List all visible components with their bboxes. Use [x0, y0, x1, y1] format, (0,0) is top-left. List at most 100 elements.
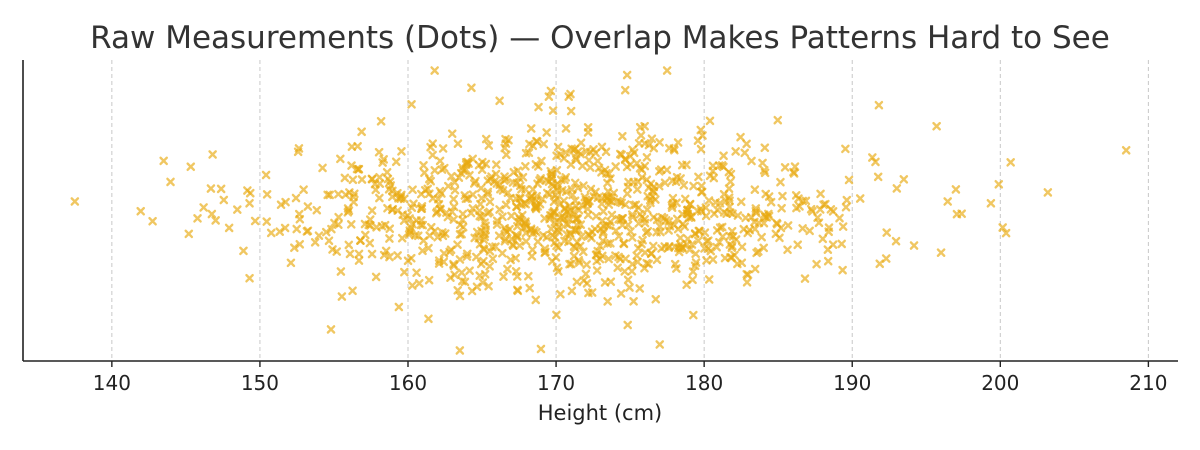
- data-point: [664, 242, 674, 251]
- data-point: [347, 161, 356, 170]
- data-point: [604, 254, 613, 264]
- data-point: [727, 253, 736, 262]
- data-point: [348, 286, 357, 296]
- data-point: [899, 175, 909, 184]
- data-point: [566, 160, 576, 169]
- data-point: [461, 158, 471, 167]
- data-point: [461, 194, 471, 204]
- data-point: [434, 259, 444, 268]
- data-point: [479, 235, 488, 244]
- data-point: [629, 177, 638, 187]
- data-point: [871, 157, 880, 167]
- data-point: [495, 180, 505, 189]
- data-point: [424, 275, 434, 285]
- data-point: [614, 214, 623, 224]
- data-point: [323, 190, 332, 200]
- data-point: [620, 267, 629, 276]
- data-point: [986, 198, 996, 208]
- data-point: [199, 203, 208, 212]
- data-point: [408, 281, 417, 290]
- data-point: [541, 247, 550, 257]
- data-point: [548, 231, 557, 240]
- data-point: [485, 246, 495, 256]
- data-point: [705, 116, 715, 126]
- data-point: [709, 173, 719, 183]
- data-point: [449, 194, 458, 204]
- data-point: [783, 245, 792, 255]
- data-point: [626, 227, 635, 236]
- data-point: [468, 204, 478, 213]
- data-point: [458, 209, 468, 219]
- data-point: [383, 203, 392, 213]
- data-point: [504, 135, 513, 145]
- data-point: [728, 232, 738, 241]
- data-point: [812, 259, 821, 269]
- data-point: [628, 259, 637, 269]
- data-point: [393, 251, 402, 260]
- data-point: [70, 197, 80, 206]
- data-point: [649, 182, 659, 192]
- data-point: [828, 207, 838, 216]
- data-point: [295, 239, 305, 249]
- data-point: [704, 196, 714, 205]
- grid-lines: [111, 60, 1149, 361]
- data-point: [628, 212, 637, 222]
- data-point: [521, 161, 530, 171]
- data-point: [515, 241, 524, 250]
- data-point: [295, 214, 305, 224]
- data-point: [336, 154, 345, 164]
- data-point: [382, 168, 392, 177]
- data-point: [670, 259, 680, 269]
- data-point: [841, 202, 851, 212]
- data-point: [354, 249, 364, 259]
- data-point: [379, 250, 389, 260]
- data-point: [751, 204, 761, 213]
- x-axis-label: Height (cm): [538, 401, 662, 425]
- data-point: [758, 158, 767, 168]
- data-point: [405, 226, 415, 235]
- data-point: [625, 283, 634, 292]
- data-point: [357, 175, 367, 184]
- data-point: [727, 243, 737, 253]
- data-point: [428, 150, 437, 160]
- data-point: [778, 191, 787, 201]
- data-point: [766, 197, 776, 207]
- data-point: [801, 196, 811, 206]
- data-point: [408, 185, 417, 195]
- data-point: [783, 221, 793, 230]
- data-point: [882, 228, 892, 237]
- data-point: [428, 194, 438, 203]
- data-point: [524, 271, 533, 281]
- data-point: [554, 217, 564, 227]
- data-point: [357, 127, 366, 137]
- data-point: [494, 231, 504, 241]
- data-point: [371, 272, 381, 282]
- data-point: [566, 89, 575, 99]
- data-point: [166, 177, 175, 187]
- data-point: [725, 196, 734, 206]
- data-point: [481, 159, 491, 169]
- data-point: [325, 190, 335, 200]
- data-point: [578, 161, 587, 171]
- data-point: [303, 202, 313, 211]
- data-point: [682, 160, 691, 170]
- data-point: [318, 163, 327, 173]
- data-point: [623, 220, 633, 230]
- data-point: [450, 185, 460, 195]
- data-point: [565, 259, 574, 269]
- data-point: [585, 163, 595, 172]
- data-point: [611, 162, 620, 171]
- data-point: [754, 247, 763, 256]
- data-point: [632, 251, 642, 260]
- x-tick-label: 160: [389, 371, 427, 395]
- data-point: [652, 215, 662, 225]
- data-point: [293, 147, 303, 157]
- data-point: [286, 258, 296, 268]
- x-tick-label: 170: [537, 371, 575, 395]
- data-point: [426, 176, 436, 186]
- data-point: [419, 161, 428, 170]
- data-point: [460, 277, 470, 287]
- data-point: [465, 266, 474, 276]
- data-point: [508, 241, 518, 250]
- data-point: [426, 142, 435, 152]
